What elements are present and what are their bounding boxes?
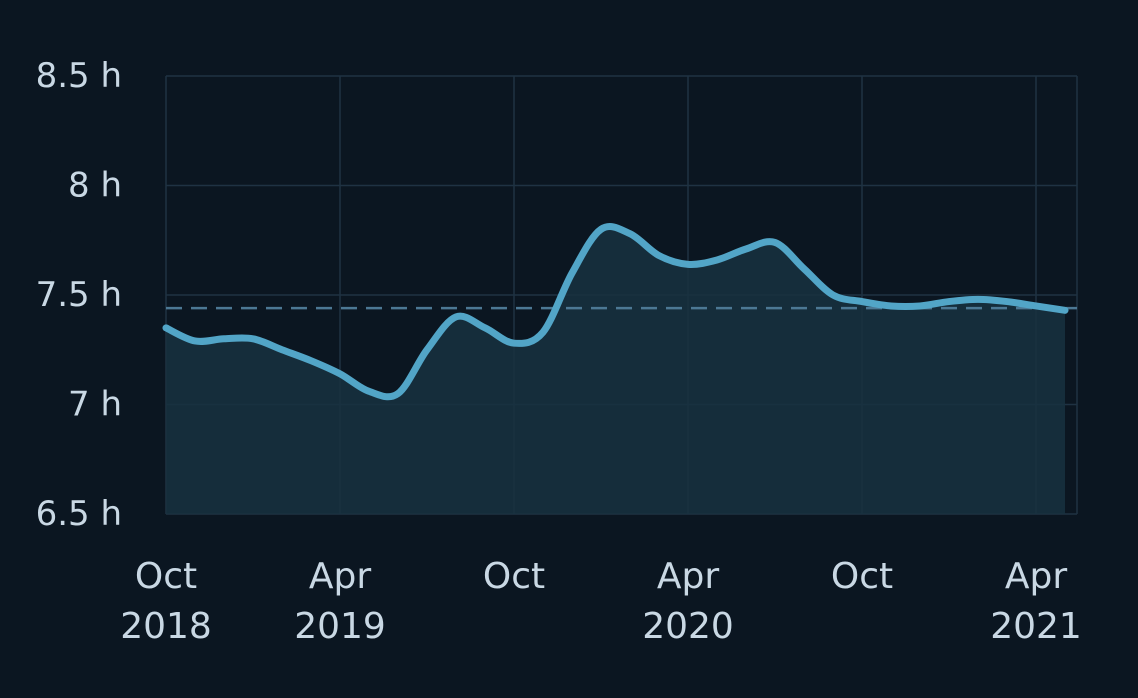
y-tick-label-1: 7 h xyxy=(68,385,122,425)
x-tick-year-0: 2018 xyxy=(120,606,212,647)
series-line-layer xyxy=(162,223,1069,401)
x-tick-month-3: Apr xyxy=(657,556,719,597)
x-axis-tick-labels: Oct 2018 Apr 2019 Oct Apr 2020 Oct Apr 2021 xyxy=(120,556,1082,647)
y-tick-label-4: 8.5 h xyxy=(36,56,122,96)
x-tick-month-2: Oct xyxy=(483,556,545,597)
x-tick-year-3: 2020 xyxy=(642,606,734,647)
x-tick-year-5: 2021 xyxy=(990,606,1082,647)
x-tick-year-1: 2019 xyxy=(294,606,386,647)
x-tick-month-0: Oct xyxy=(135,556,197,597)
y-tick-label-0: 6.5 h xyxy=(36,494,122,534)
y-tick-label-3: 8 h xyxy=(68,166,122,206)
x-tick-month-5: Apr xyxy=(1005,556,1067,597)
x-tick-month-1: Apr xyxy=(309,556,371,597)
y-tick-label-2: 7.5 h xyxy=(36,275,122,315)
y-axis-tick-labels: 6.5 h 7 h 7.5 h 8 h 8.5 h xyxy=(36,56,122,534)
series-line xyxy=(162,223,1069,401)
x-tick-month-4: Oct xyxy=(831,556,893,597)
